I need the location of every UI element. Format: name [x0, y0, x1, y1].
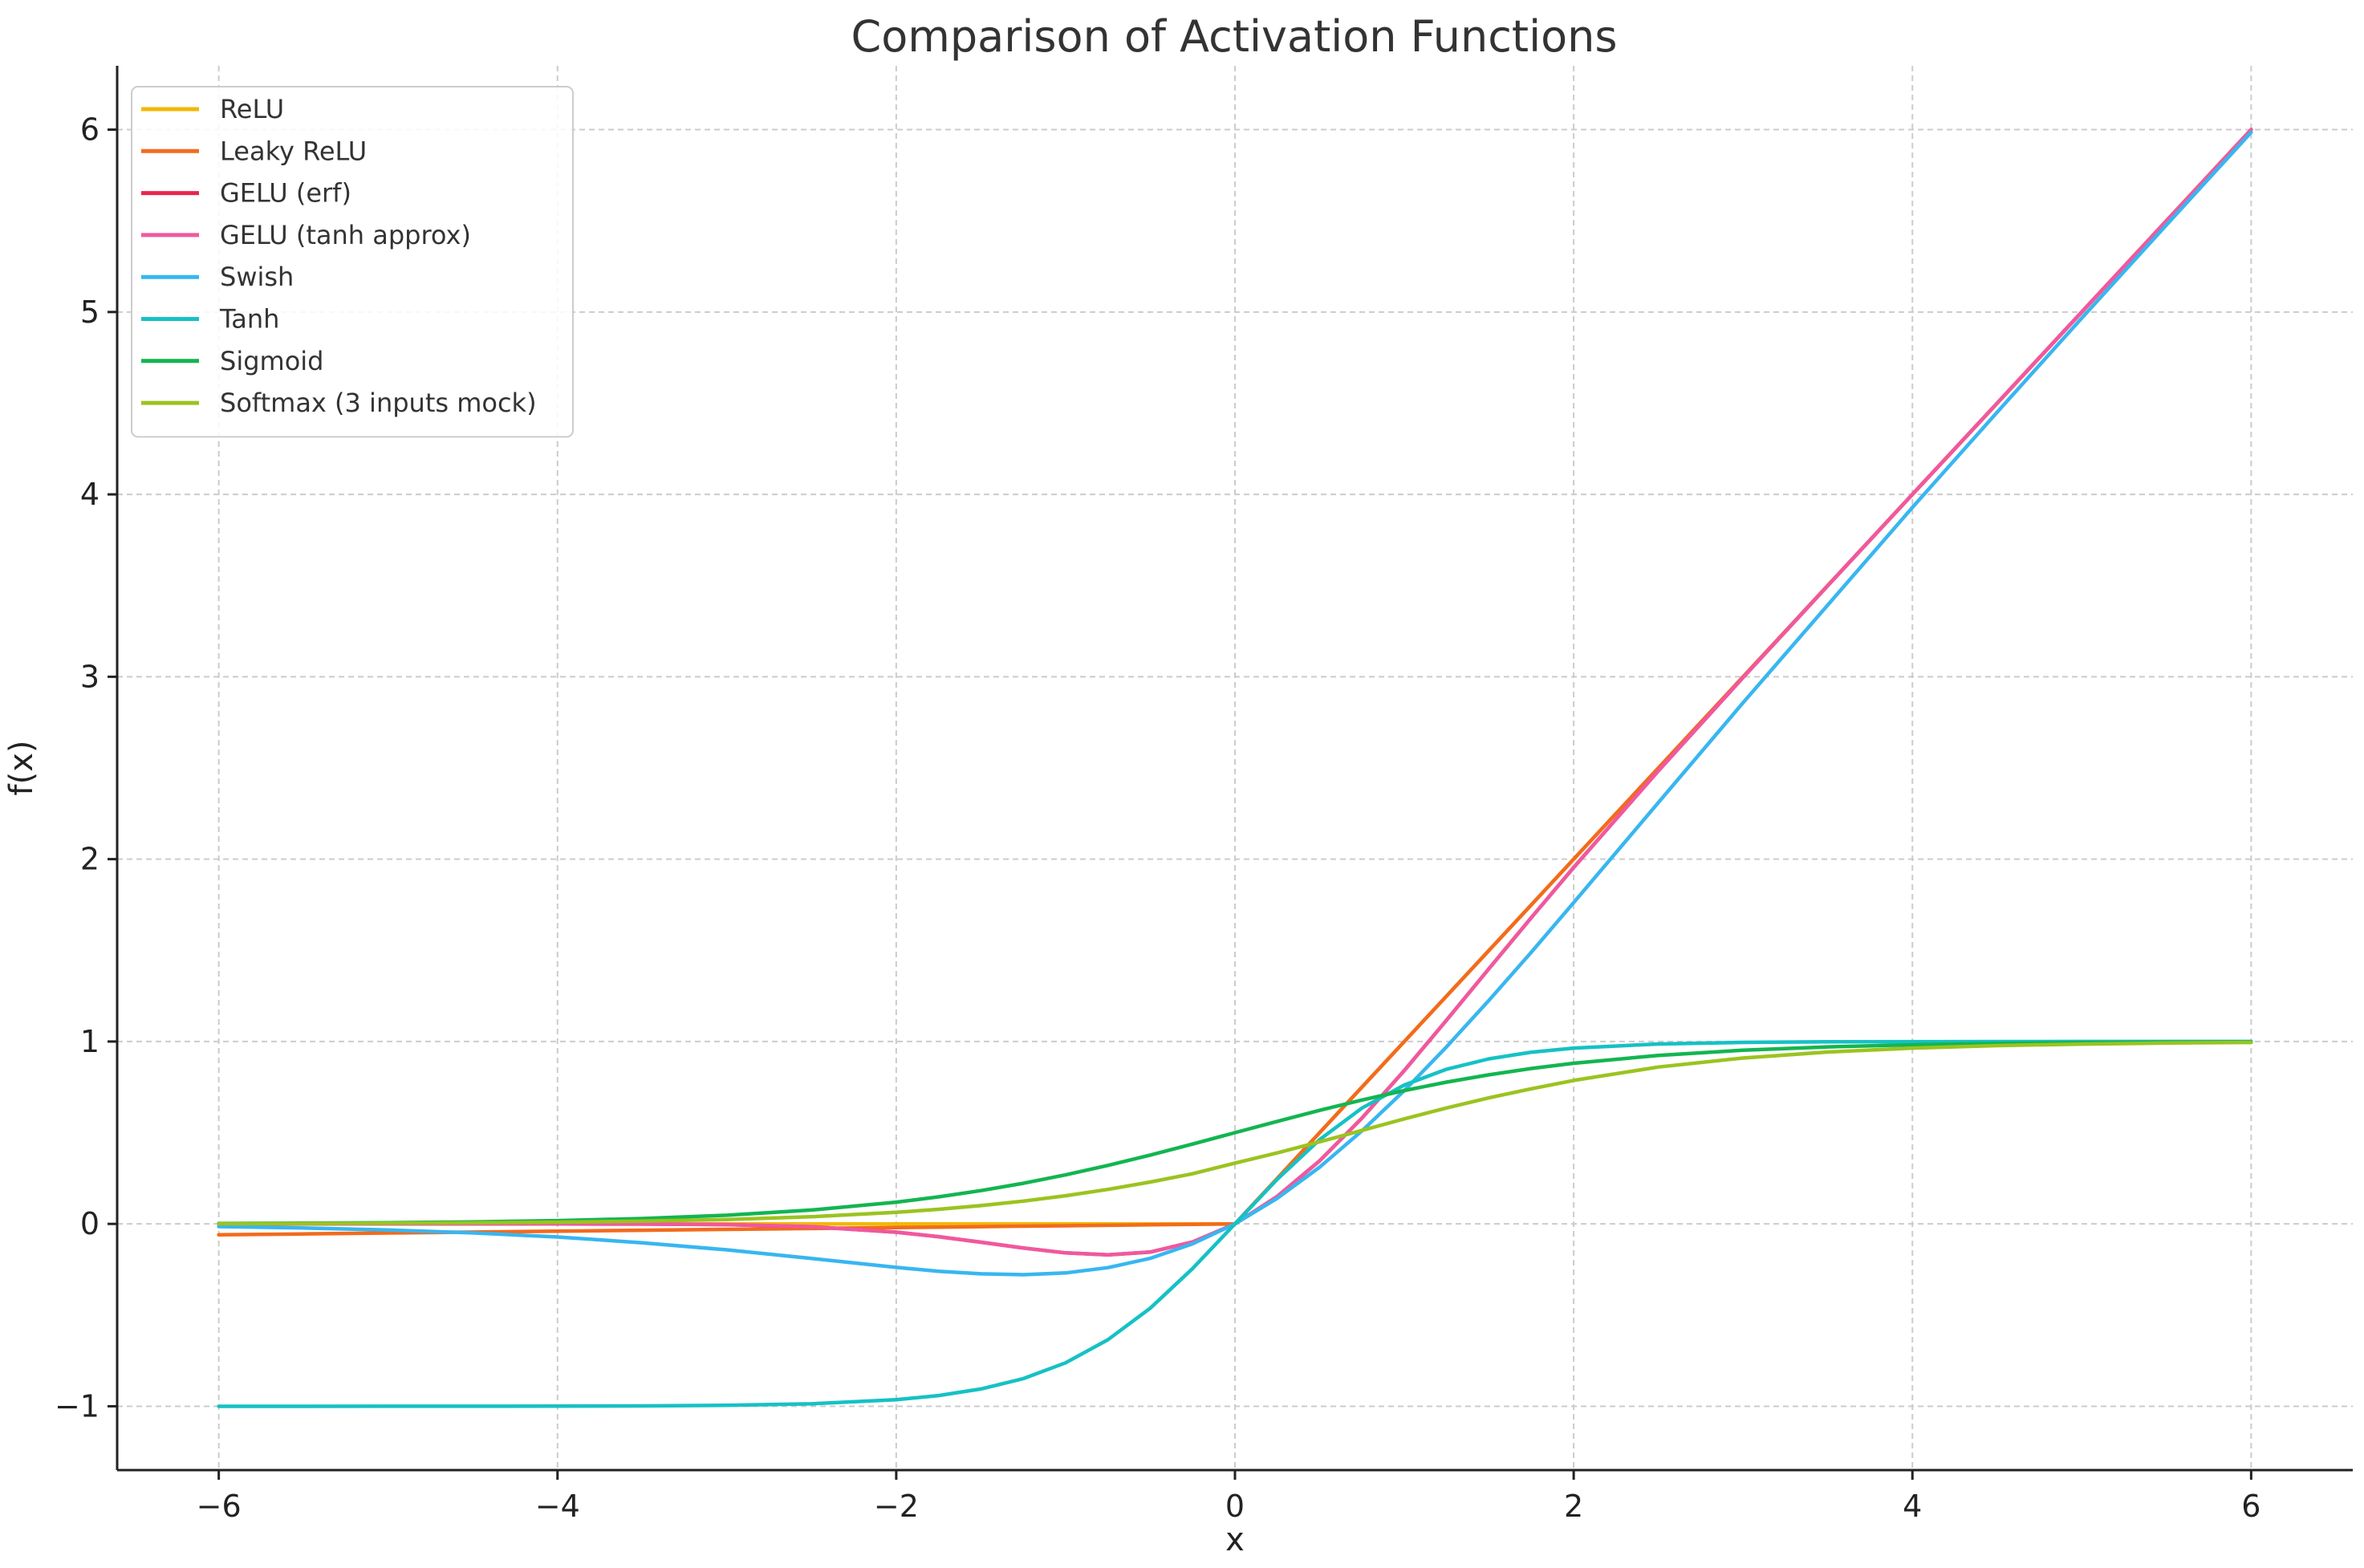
legend-label: Swish	[220, 262, 294, 292]
legend: ReLU Leaky ReLU GELU (erf) GELU (tanh appro…	[131, 86, 574, 438]
y-tick-label: 3	[80, 659, 100, 694]
series-line-softmax-3-inputs-mock	[217, 1040, 2253, 1226]
y-tick-label: 4	[80, 477, 100, 512]
x-tick-label: 2	[1564, 1489, 1583, 1524]
legend-label: GELU (erf)	[220, 178, 351, 209]
legend-item: Swish	[141, 262, 294, 292]
legend-label: Tanh	[219, 304, 279, 335]
y-tick-label: 0	[80, 1206, 100, 1241]
y-tick-label: −1	[55, 1388, 100, 1424]
y-tick-label: 1	[80, 1024, 100, 1059]
series-line-tanh	[217, 1039, 2253, 1408]
y-axis-ticks: −1 0 1 2 3 4 5 6	[55, 112, 117, 1424]
y-axis-title: f(x)	[3, 741, 40, 796]
legend-item: Leaky ReLU	[141, 136, 367, 166]
x-axis-title: x	[1225, 1521, 1245, 1558]
legend-item: Tanh	[141, 304, 279, 335]
series-line-sigmoid	[217, 1040, 2253, 1225]
series-layer	[217, 128, 2253, 1408]
legend-label: Softmax (3 inputs mock)	[220, 388, 537, 418]
x-tick-label: −4	[535, 1489, 580, 1524]
x-tick-label: −6	[197, 1489, 242, 1524]
x-tick-label: 6	[2241, 1489, 2260, 1524]
legend-label: Leaky ReLU	[220, 136, 367, 166]
x-tick-label: 0	[1225, 1489, 1245, 1524]
legend-item: GELU (tanh approx)	[141, 220, 471, 250]
legend-label: ReLU	[220, 94, 284, 124]
legend-label: GELU (tanh approx)	[220, 220, 471, 250]
legend-item: Sigmoid	[141, 346, 323, 376]
legend-label: Sigmoid	[220, 346, 323, 376]
legend-item: Softmax (3 inputs mock)	[141, 388, 537, 418]
legend-item: GELU (erf)	[141, 178, 351, 209]
x-axis-ticks: −6 −4 −2 0 2 4 6	[197, 1470, 2260, 1524]
x-tick-label: −2	[874, 1489, 919, 1524]
y-tick-label: 6	[80, 112, 100, 148]
legend-item: ReLU	[141, 94, 284, 124]
x-tick-label: 4	[1903, 1489, 1922, 1524]
y-tick-label: 2	[80, 842, 100, 877]
y-tick-label: 5	[80, 295, 100, 330]
legend-frame	[131, 86, 574, 438]
chart-title: Comparison of Activation Functions	[851, 11, 1617, 62]
